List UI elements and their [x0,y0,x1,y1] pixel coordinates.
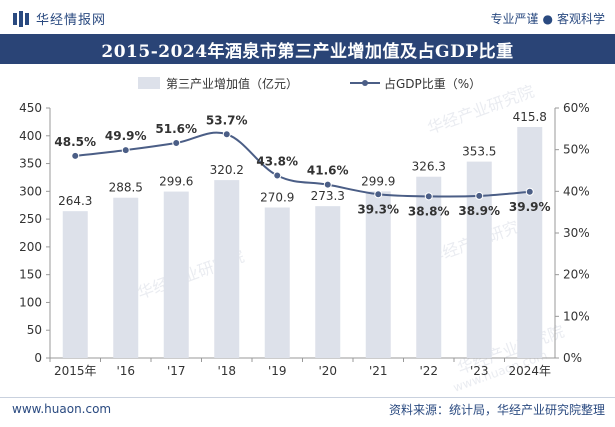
x-tick-label: 2024年 [508,364,551,378]
bar-value-label: 326.3 [412,160,446,174]
x-tick-label: '23 [470,364,489,378]
right-tick-label: 60% [563,101,590,115]
legend-line-marker [362,80,368,86]
motto-right: 客观科学 [556,12,605,26]
left-tick-label: 0 [34,351,42,365]
ratio-point [525,187,534,196]
ratio-line [71,130,534,201]
ratio-value-label: 51.6% [155,122,197,136]
ratio-point [222,130,231,139]
right-tick-label: 0% [563,351,582,365]
ratio-value-label: 43.8% [256,155,298,169]
left-tick-label: 400 [19,129,42,143]
bar-value-label: 288.5 [109,181,143,195]
ratio-value-label: 48.5% [54,135,96,149]
ratio-point [172,139,181,147]
watermarks: 华经产业研究院华经产业研究院华经产业研究院华经产业研究院www.huaon.co… [135,82,567,395]
ratio-point [273,171,282,180]
legend-line-label: 占GDP比重（%） [384,76,481,91]
top-bar: 华经情报网 专业严谨 ● 客观科学 [0,0,615,34]
bar-value-label: 273.3 [311,189,345,203]
footer-website: www.huaon.com [12,402,112,416]
right-tick-label: 30% [563,226,590,240]
motto-left: 专业严谨 [490,12,539,26]
footer-source: 资料来源：统计局，华经产业研究院整理 [388,403,605,417]
ratio-point [121,146,130,155]
x-tick-label: '18 [217,364,236,378]
ratio-point [374,190,383,199]
bar [315,206,341,358]
left-tick-label: 150 [19,268,42,282]
bar [466,161,492,358]
x-tick-label: '22 [419,364,438,378]
bar-value-label: 320.2 [210,163,244,177]
x-tick-label: 2015年 [54,364,97,378]
ratio-value-label: 39.3% [357,202,399,216]
chart-title: 2015-2024年酒泉市第三产业增加值及占GDP比重 [101,41,514,62]
ratio-value-label: 41.6% [307,164,349,178]
chart: 华经产业研究院华经产业研究院华经产业研究院华经产业研究院www.huaon.co… [19,76,590,395]
ratio-point [323,180,332,189]
logo-icon [12,10,30,27]
ratio-value-label: 53.7% [206,113,248,127]
bar [365,191,391,358]
x-tick-label: '16 [116,364,135,378]
ratio-point [71,151,80,160]
bar-value-label: 415.8 [513,110,547,124]
left-tick-label: 450 [19,101,42,115]
bar-value-label: 353.5 [462,145,496,159]
right-tick-label: 40% [563,184,590,198]
left-tick-label: 50 [27,323,42,337]
right-tick-label: 10% [563,309,590,323]
bar [416,176,442,358]
title-bar: 2015-2024年酒泉市第三产业增加值及占GDP比重 [0,34,615,64]
footer-divider [0,397,615,398]
ratio-value-label: 49.9% [105,129,147,143]
bar-value-label: 299.9 [361,174,395,188]
bars [62,127,543,358]
bar [163,191,189,358]
bar [214,180,240,358]
legend: 第三产业增加值（亿元） 占GDP比重（%） [138,76,481,91]
legend-bar-label: 第三产业增加值（亿元） [166,76,298,91]
ratio-line-path [75,131,530,198]
bar-value-label: 299.6 [159,175,193,189]
left-tick-label: 350 [19,157,42,171]
ratio-value-label: 38.9% [458,204,500,218]
x-tick-label: '17 [167,364,186,378]
ratio-point [475,191,484,200]
right-tick-label: 20% [563,268,590,282]
bar-value-label: 270.9 [260,191,294,205]
left-tick-label: 200 [19,240,42,254]
left-tick-label: 300 [19,184,42,198]
right-tick-label: 50% [563,143,590,157]
ratio-value-label: 39.9% [509,200,551,214]
bar [517,127,543,358]
left-tick-label: 100 [19,295,42,309]
x-tick-label: '20 [318,364,337,378]
ratio-point [424,192,433,201]
ratio-value-label: 38.8% [408,204,450,218]
bar [62,211,88,358]
motto-separator: ● [542,12,553,26]
axes: 0 50 100 150 200 250 300 350 400 450 0% 10% 20% 30% 40… [19,101,590,378]
x-tick-label: '21 [369,364,388,378]
left-tick-label: 250 [19,212,42,226]
data-labels: 264.3 288.5 299.6 320.2 270.9 273.3 299.9 326.3… [54,110,550,218]
bar-value-label: 264.3 [58,194,92,208]
brand: 华经情报网 [12,9,106,28]
motto: 专业严谨 ● 客观科学 [490,10,605,27]
bar [113,197,139,358]
x-tick-label: '19 [268,364,287,378]
bar [264,207,290,358]
brand-name: 华经情报网 [36,13,107,28]
legend-bar-swatch [138,77,160,89]
